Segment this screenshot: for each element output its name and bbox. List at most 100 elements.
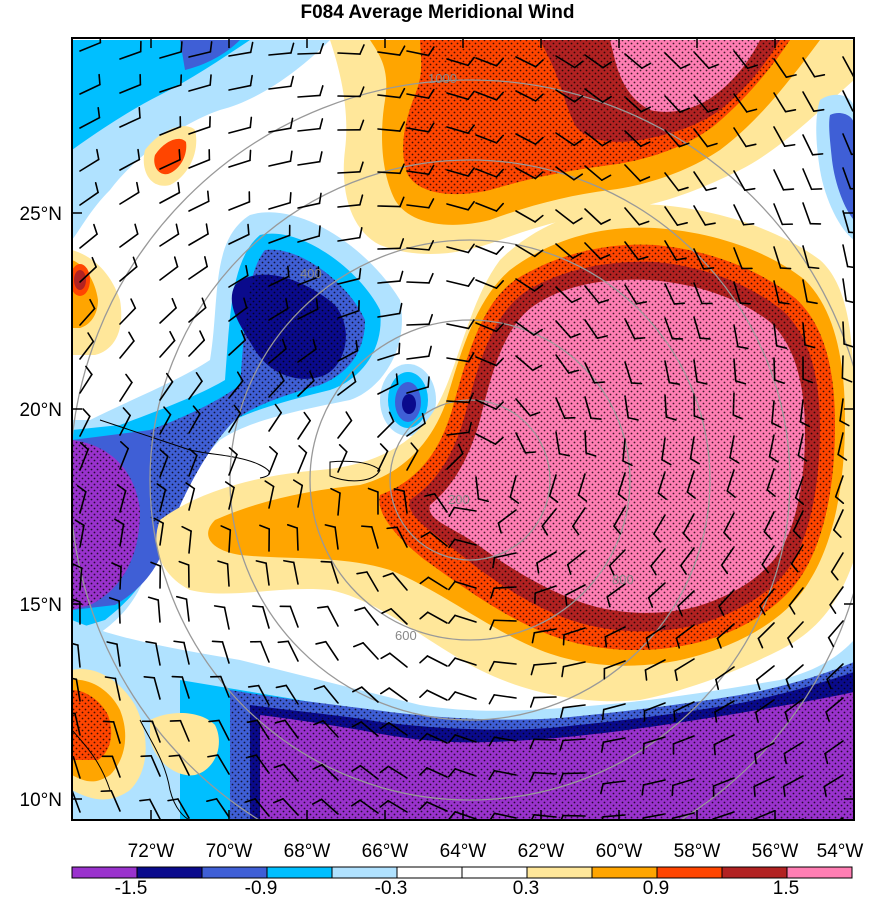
wind-barb — [72, 756, 81, 779]
wind-barb-flag — [399, 270, 404, 282]
wind-barb — [454, 657, 477, 666]
wind-barb — [564, 584, 586, 596]
wind-barb — [475, 57, 498, 67]
wind-barb — [337, 170, 361, 174]
wind-barb-flag — [566, 563, 572, 575]
colorbar-box-10 — [721, 866, 788, 879]
ring-label-800: 800 — [612, 572, 634, 587]
wind-barb — [188, 200, 210, 212]
wind-barb — [555, 55, 576, 69]
wind-barb — [215, 798, 230, 818]
wind-barb-flag — [315, 298, 319, 310]
wind-barb-flag — [723, 531, 732, 541]
wind-barb — [377, 312, 401, 318]
wind-barb — [673, 701, 695, 713]
wind-barb — [377, 94, 401, 99]
wind-barb — [842, 244, 849, 268]
wind-barb — [322, 720, 339, 738]
wind-barb — [362, 642, 379, 660]
wind-barb — [454, 734, 477, 743]
wind-barb — [493, 586, 517, 590]
wind-barb — [259, 640, 270, 663]
wind-barb — [79, 191, 99, 206]
wind-barb — [475, 134, 498, 144]
wind-barb-flag — [228, 447, 238, 456]
wind-barb-flag — [489, 812, 496, 820]
wind-barb-flag — [495, 323, 504, 333]
wind-barb — [555, 209, 575, 225]
wind-barb — [664, 394, 668, 418]
wind-barb — [714, 700, 735, 713]
wind-barb — [497, 509, 517, 524]
wind-barb — [682, 513, 695, 535]
wind-barb-flag — [775, 345, 788, 349]
wind-barb — [366, 571, 379, 592]
wind-barb — [842, 278, 847, 302]
wind-barb-flag — [195, 372, 203, 383]
wind-barb-flag — [534, 249, 544, 258]
wind-barb-flag — [448, 811, 457, 820]
wind-barb-flag — [824, 752, 829, 765]
wind-barb — [255, 754, 270, 774]
lon-label-70w: 70°W — [206, 841, 253, 862]
wind-barb — [446, 280, 470, 287]
wind-barb-flag — [178, 148, 181, 161]
wind-barb — [282, 798, 299, 816]
wind-barb-flag — [233, 404, 242, 415]
wind-barb-flag — [379, 443, 389, 452]
wind-barb — [797, 433, 804, 457]
wind-barb — [406, 323, 430, 326]
wind-barb — [825, 697, 844, 713]
wind-barb — [493, 694, 517, 699]
wind-barb — [792, 510, 804, 532]
colorbar-box-8 — [591, 866, 658, 879]
wind-barb-flag — [488, 769, 496, 781]
wind-barb — [285, 684, 299, 705]
wind-barb — [842, 210, 850, 233]
wind-barb-flag — [171, 297, 177, 309]
wind-barb — [664, 206, 679, 226]
wind-barb — [533, 738, 557, 741]
wind-barb — [159, 339, 176, 358]
wind-barb — [75, 678, 81, 702]
wind-barb-flag — [834, 495, 845, 505]
wind-barb-flag — [530, 664, 535, 676]
wind-barb-flag — [705, 187, 717, 192]
wind-barb — [221, 641, 230, 664]
wind-barb — [716, 623, 735, 640]
wind-barb-flag — [763, 530, 772, 540]
wind-barb — [541, 508, 557, 527]
wind-barb-flag — [298, 445, 308, 454]
wind-barb-flag — [737, 345, 749, 350]
wind-barb — [228, 274, 249, 288]
wind-barb — [119, 50, 142, 60]
wind-barb-flag — [641, 784, 645, 796]
wind-barb-flag — [488, 736, 496, 747]
wind-barb — [608, 549, 626, 567]
wind-barb — [624, 164, 642, 182]
wind-barb — [842, 90, 854, 112]
wind-barbs — [72, 38, 854, 820]
wind-barb-flag — [571, 297, 582, 304]
wind-barb — [584, 362, 596, 384]
wind-barb-flag — [467, 56, 475, 67]
wind-barb — [334, 526, 339, 550]
wind-barb — [119, 83, 142, 94]
wind-barb-flag — [492, 556, 496, 569]
wind-barb — [773, 357, 776, 381]
wind-barb-flag — [168, 754, 181, 758]
wind-barb-flag — [424, 493, 436, 497]
wind-barb-flag — [287, 265, 290, 278]
wind-barb-flag — [163, 406, 172, 416]
wind-barb — [218, 719, 230, 741]
wind-barb — [562, 738, 586, 742]
wind-barb — [149, 798, 161, 820]
wind-barb — [624, 318, 636, 340]
wind-barb — [119, 489, 127, 513]
wind-barb — [377, 51, 401, 56]
wind-barb — [453, 506, 477, 512]
wind-barb-flag — [699, 337, 711, 340]
wind-barb-flag — [759, 605, 766, 616]
wind-barb-flag — [768, 455, 779, 463]
wind-barb-flag — [843, 343, 854, 348]
